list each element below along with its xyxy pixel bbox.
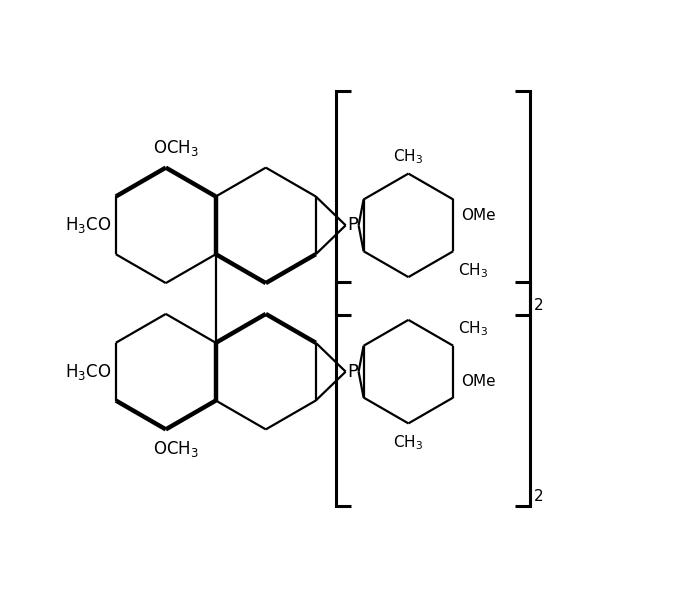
Text: 2: 2 xyxy=(534,489,544,504)
Text: CH$_3$: CH$_3$ xyxy=(394,147,424,165)
Text: OCH$_3$: OCH$_3$ xyxy=(153,439,198,459)
Text: P: P xyxy=(348,216,359,235)
Text: CH$_3$: CH$_3$ xyxy=(458,261,488,280)
Text: OCH$_3$: OCH$_3$ xyxy=(153,138,198,158)
Text: CH$_3$: CH$_3$ xyxy=(458,319,488,338)
Text: H$_3$CO: H$_3$CO xyxy=(65,362,111,381)
Text: P: P xyxy=(348,362,359,381)
Text: OMe: OMe xyxy=(461,208,496,223)
Text: OMe: OMe xyxy=(461,374,496,389)
Text: CH$_3$: CH$_3$ xyxy=(394,433,424,452)
Text: H$_3$CO: H$_3$CO xyxy=(65,216,111,235)
Text: 2: 2 xyxy=(534,298,544,313)
